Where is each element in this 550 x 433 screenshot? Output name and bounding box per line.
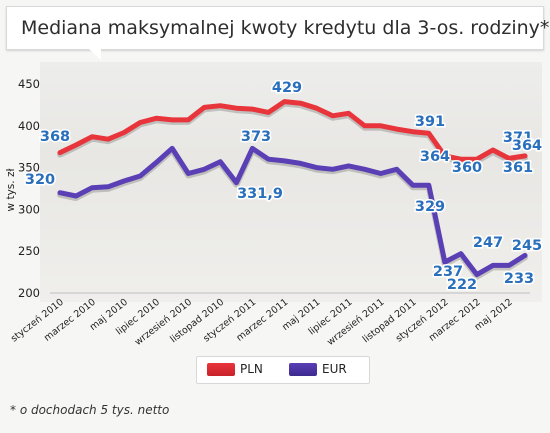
data-label-eur: 245	[512, 238, 542, 254]
legend-swatch-eur	[289, 362, 317, 376]
data-label-pln: 361	[503, 160, 533, 176]
y-tick-label: 450	[18, 77, 40, 91]
y-axis-label: w tys. zł	[5, 169, 17, 212]
y-tick-label: 300	[18, 202, 40, 216]
data-label-eur: 233	[504, 271, 534, 287]
legend: PLN EUR	[196, 356, 370, 384]
data-label-pln: 429	[272, 80, 302, 96]
footnote: * o dochodach 5 tys. netto	[10, 403, 170, 417]
series-line-eur	[57, 145, 528, 278]
legend-label-pln: PLN	[240, 362, 263, 376]
data-label-pln: 364	[420, 149, 450, 165]
data-label-eur: 222	[447, 277, 477, 293]
data-label-pln: 391	[415, 114, 445, 130]
x-tick-label: wrzesień 2010	[133, 297, 194, 348]
chart-title: Mediana maksymalnej kwoty kredytu dla 3-…	[21, 17, 550, 39]
y-tick-label: 250	[18, 244, 40, 258]
data-label-eur: 237	[433, 264, 463, 280]
x-tick-label: styczeń 2010	[9, 297, 66, 345]
data-label-eur: 373	[241, 129, 271, 145]
series-shadow-pln	[57, 100, 528, 165]
title-box: Mediana maksymalnej kwoty kredytu dla 3-…	[6, 6, 549, 60]
legend-item-pln: PLN	[207, 362, 263, 376]
data-label-pln: 360	[452, 160, 482, 176]
x-tick-label: wrzesień 2011	[325, 297, 386, 348]
data-label-pln: 371	[503, 130, 533, 146]
legend-item-eur: EUR	[289, 362, 347, 376]
data-label-eur: 247	[473, 235, 503, 251]
data-label-pln: 364	[512, 138, 542, 154]
y-tick-label: 400	[18, 119, 40, 133]
y-tick-label: 350	[18, 161, 40, 175]
series-line-pln	[57, 99, 528, 162]
legend-label-eur: EUR	[322, 362, 347, 376]
data-label-eur: 329	[415, 199, 445, 215]
data-label-pln: 368	[40, 129, 70, 145]
legend-swatch-pln	[207, 362, 235, 376]
data-label-eur: 320	[25, 172, 55, 188]
y-tick-label: 200	[18, 286, 40, 300]
data-label-eur: 331,9	[237, 186, 283, 202]
